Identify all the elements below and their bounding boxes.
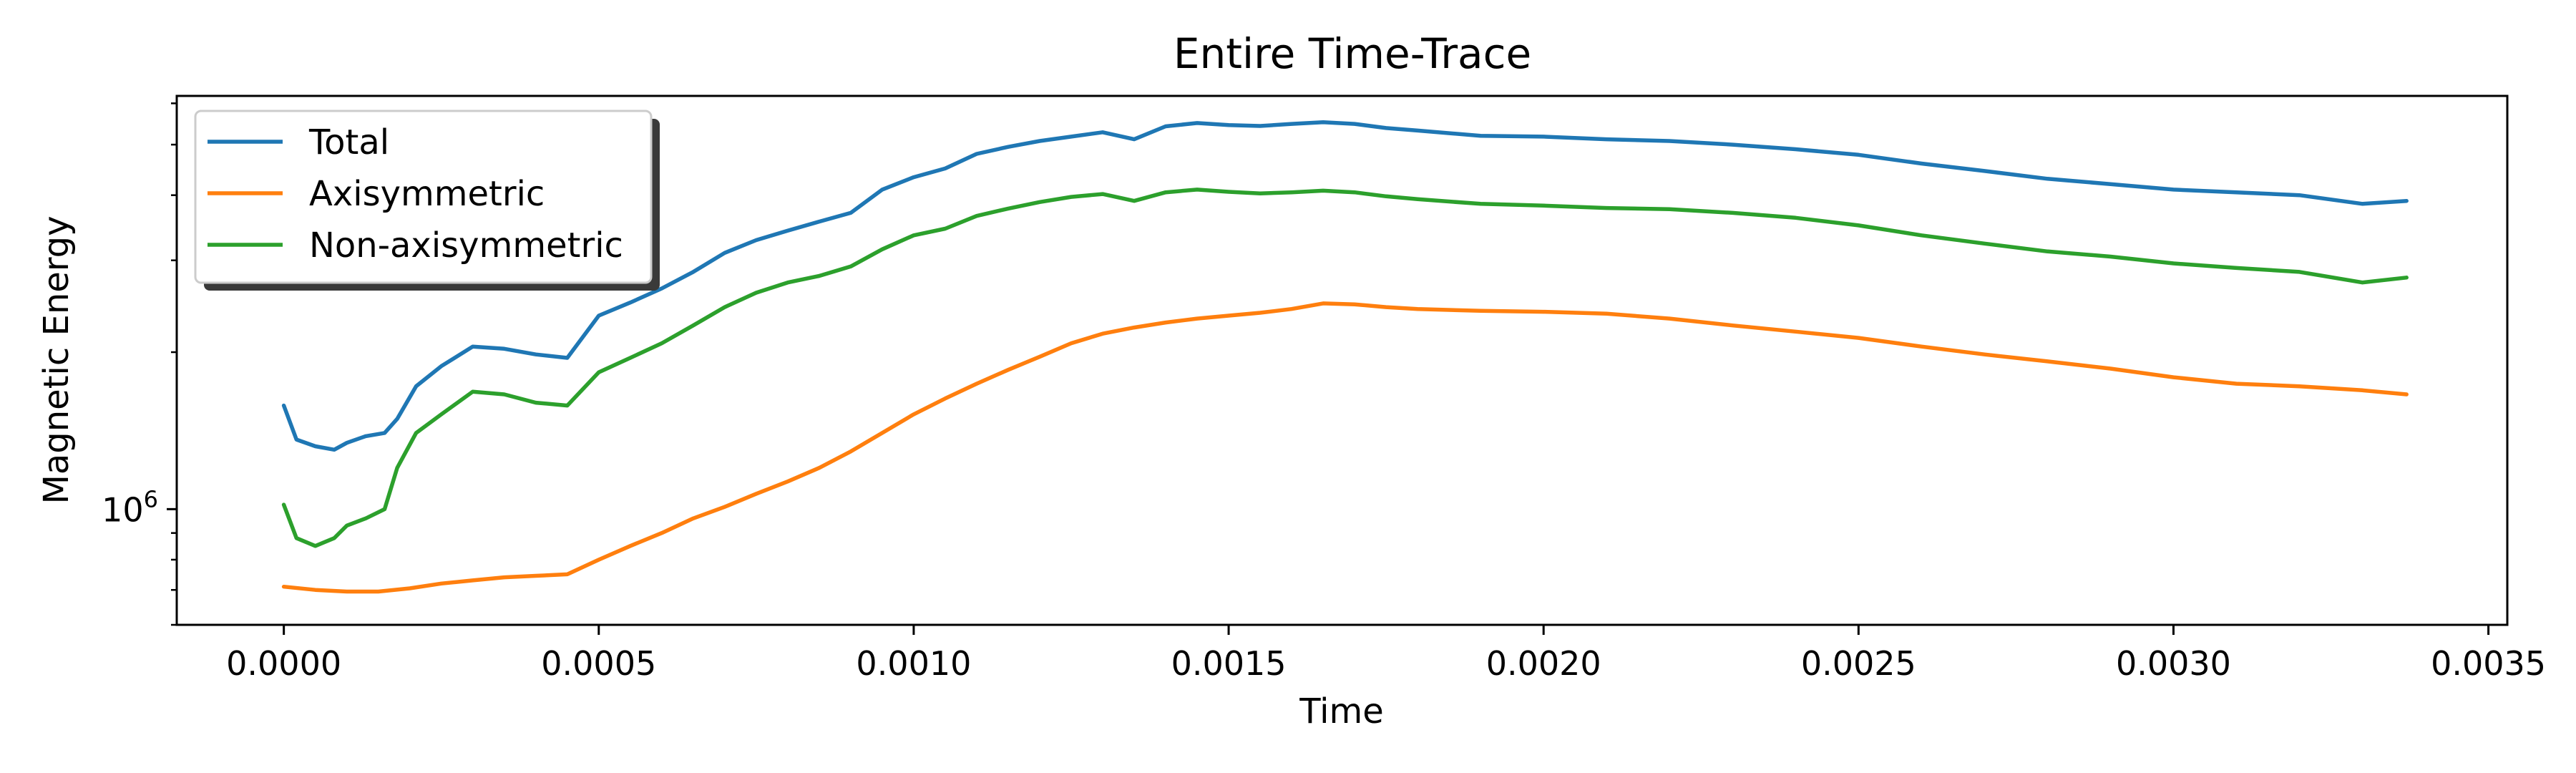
legend-label-0: Total (308, 122, 389, 162)
x-axis-label: Time (1299, 691, 1383, 731)
x-tick-label-5: 0.0025 (1801, 644, 1916, 683)
y-axis: 106 (102, 102, 177, 626)
y-axis-label: Magnetic Energy (36, 215, 77, 504)
x-tick-label-3: 0.0015 (1171, 644, 1287, 683)
x-tick-label-4: 0.0020 (1486, 644, 1601, 683)
legend-label-1: Axisymmetric (309, 174, 545, 214)
series-layer (281, 120, 2409, 594)
x-tick-label-7: 0.0035 (2431, 644, 2546, 683)
x-tick-label-1: 0.0005 (541, 644, 656, 683)
x-tick-label-6: 0.0030 (2116, 644, 2231, 683)
y-tick-label-0: 106 (102, 485, 158, 529)
plot-area (175, 94, 2509, 626)
series-line-0 (281, 120, 2409, 452)
x-tick-label-2: 0.0010 (856, 644, 971, 683)
legend-items: Total Axisymmetric Non-axisymmetric (208, 122, 623, 266)
legend-box (194, 110, 653, 284)
plot-frame (175, 94, 2509, 626)
chart-title: Entire Time-Trace (1174, 29, 1531, 78)
x-axis: 0.0000 0.0005 0.0010 0.0015 0.0020 0.0025 0.00… (226, 625, 2546, 683)
legend: Total Axisymmetric Non-axisymmetric (194, 110, 660, 291)
x-tick-label-0: 0.0000 (226, 644, 341, 683)
series-line-1 (281, 301, 2409, 594)
series-line-2 (281, 188, 2409, 548)
legend-label-2: Non-axisymmetric (309, 225, 623, 266)
